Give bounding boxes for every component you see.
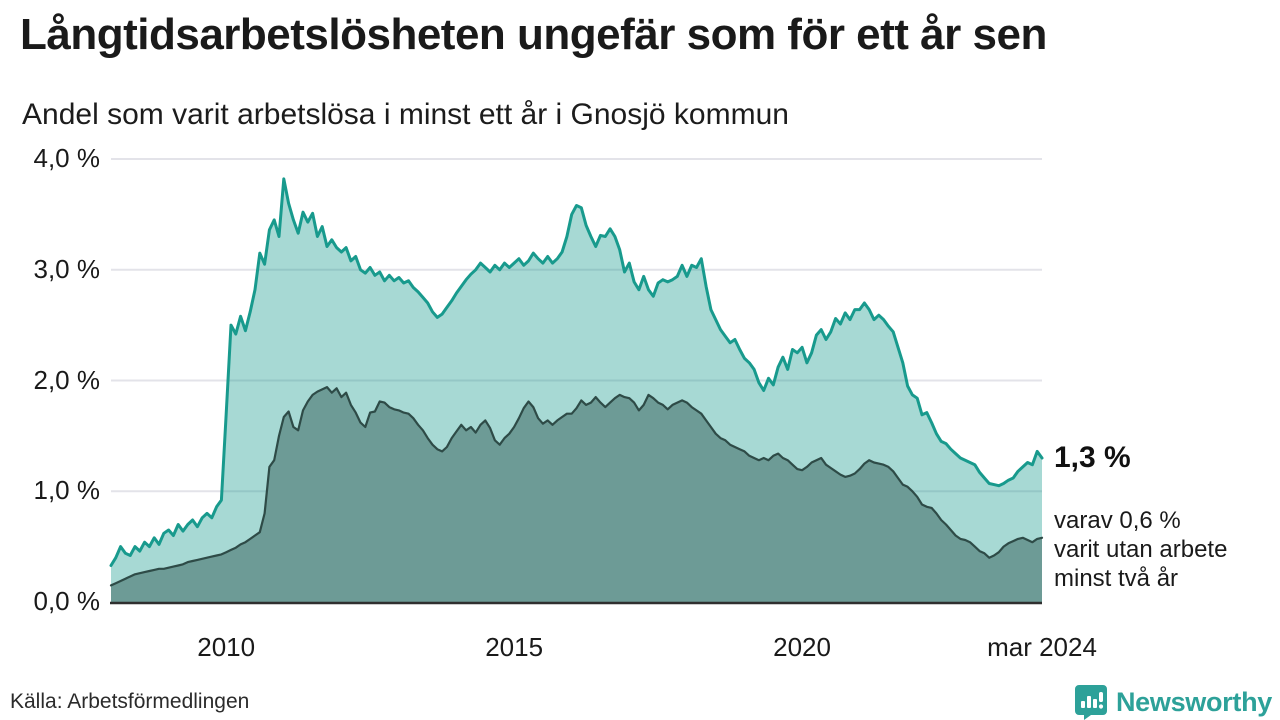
annotation-note-line: minst två år bbox=[1054, 565, 1179, 592]
y-axis-label: 4,0 % bbox=[33, 142, 101, 173]
newsworthy-logo-text: Newsworthy bbox=[1115, 686, 1272, 717]
annotation-note-line: varav 0,6 % bbox=[1054, 507, 1181, 534]
annotation-note: varav 0,6 % varit utan arbete minst två … bbox=[1054, 506, 1227, 593]
x-axis-label: mar 2024 bbox=[987, 632, 1097, 662]
newsworthy-logo: Newsworthy bbox=[1074, 684, 1272, 720]
page-subtitle: Andel som varit arbetslösa i minst ett å… bbox=[22, 98, 789, 131]
y-axis-label: 0,0 % bbox=[33, 585, 101, 616]
x-axis-label: 2015 bbox=[485, 632, 544, 662]
page-title: Långtidsarbetslösheten ungefär som för e… bbox=[20, 10, 1047, 59]
newsworthy-logo-icon bbox=[1074, 684, 1108, 720]
y-axis-label: 1,0 % bbox=[33, 475, 101, 506]
y-axis-label: 3,0 % bbox=[33, 253, 101, 284]
y-axis-label: 2,0 % bbox=[33, 364, 101, 395]
latest-value-label: 1,3 % bbox=[1054, 441, 1131, 474]
x-axis-label: 2010 bbox=[197, 632, 256, 662]
annotation-note-line: varit utan arbete bbox=[1054, 536, 1228, 563]
source-text: Källa: Arbetsförmedlingen bbox=[10, 690, 250, 713]
x-axis-label: 2020 bbox=[773, 632, 831, 662]
